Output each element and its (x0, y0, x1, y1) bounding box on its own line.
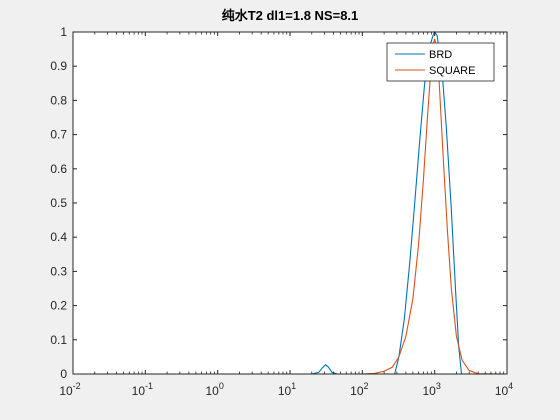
plot-area (73, 32, 507, 374)
x-tick-label: 101 (278, 381, 296, 398)
legend-label-brd: BRD (429, 49, 452, 61)
y-tick-label: 0.6 (50, 162, 67, 176)
y-tick-label: 0 (60, 367, 67, 381)
x-tick-label-base: 10 (422, 384, 436, 398)
x-tick-label-base: 10 (132, 384, 146, 398)
legend: BRD SQUARE (386, 42, 495, 82)
y-tick-label: 0.9 (50, 59, 67, 73)
legend-label-square: SQUARE (429, 65, 475, 77)
chart-title: 纯水T2 dl1=1.8 NS=8.1 (222, 8, 359, 23)
x-tick-label-exponent: -2 (73, 381, 81, 391)
tick-layer: 10-2 10-1 100 101 102 103 10400.10.20.30.40.50… (50, 25, 513, 398)
x-tick-label: 103 (422, 381, 440, 398)
series-line-brd (73, 30, 507, 375)
x-tick-label: 10-1 (132, 381, 153, 398)
x-tick-label-exponent: 4 (508, 381, 513, 391)
x-tick-label-base: 10 (495, 384, 509, 398)
x-tick-label-base: 10 (59, 384, 73, 398)
y-tick-label: 0.4 (50, 230, 67, 244)
x-tick-label-exponent: 3 (436, 381, 441, 391)
x-tick-label-exponent: 2 (364, 381, 369, 391)
x-tick-label: 104 (495, 381, 513, 398)
y-tick-label: 0.3 (50, 264, 67, 278)
x-tick-label: 100 (205, 381, 223, 398)
x-tick-label-exponent: 1 (291, 381, 296, 391)
x-tick-label-base: 10 (205, 384, 219, 398)
x-tick-label: 102 (350, 381, 368, 398)
y-tick-label: 0.7 (50, 128, 67, 142)
y-tick-label: 0.5 (50, 196, 67, 210)
x-tick-label: 10-2 (59, 381, 80, 398)
y-tick-label: 1 (60, 25, 67, 39)
legend-box (386, 42, 495, 82)
y-tick-label: 0.1 (50, 333, 67, 347)
x-tick-label-exponent: 0 (219, 381, 224, 391)
x-tick-label-base: 10 (278, 384, 292, 398)
x-tick-label-exponent: -1 (145, 381, 153, 391)
x-tick-label-base: 10 (350, 384, 364, 398)
y-tick-label: 0.8 (50, 93, 67, 107)
y-tick-label: 0.2 (50, 299, 67, 313)
